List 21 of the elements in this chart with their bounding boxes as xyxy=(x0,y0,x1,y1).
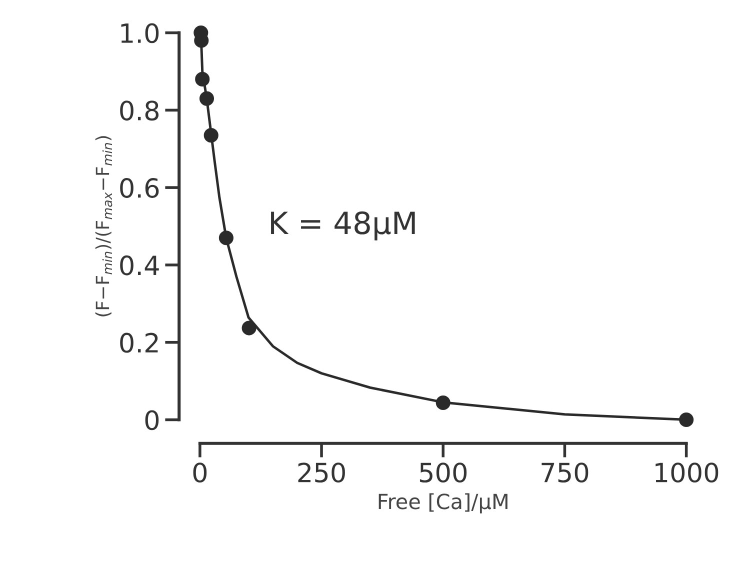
point xyxy=(679,412,694,428)
y-axis-title: (F−F$_{min}$)/(F$_{max}$−F$_{min}$) xyxy=(95,136,112,316)
y-tick-label: 0.8 xyxy=(120,100,159,121)
point xyxy=(436,395,450,410)
x-tick-label: 250 xyxy=(298,462,345,483)
annotation: K = 48μM xyxy=(271,211,415,240)
point xyxy=(204,128,218,143)
x-axis-title: Free [Ca]/μM xyxy=(378,493,508,514)
x-tick-label: 1000 xyxy=(656,462,718,483)
y-tick-label: 0.6 xyxy=(120,178,159,198)
y-tick-label: 0 xyxy=(145,410,159,430)
x-tick-label: 500 xyxy=(420,462,467,483)
y-tick-label: 1.0 xyxy=(121,23,159,44)
point xyxy=(242,320,256,336)
x-tick-label: 0 xyxy=(193,462,207,483)
y-tick-label: 0.4 xyxy=(120,255,159,276)
y-tick-label: 0.2 xyxy=(120,332,158,353)
point xyxy=(195,72,210,86)
point xyxy=(218,230,234,246)
x-tick-label: 750 xyxy=(542,462,588,483)
point xyxy=(199,91,214,106)
